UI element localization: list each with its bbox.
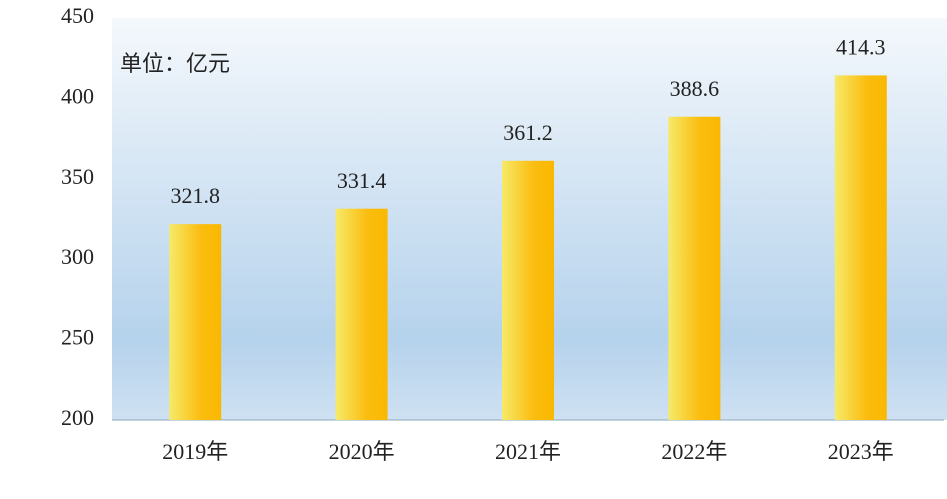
data-label: 388.6 [670, 76, 720, 101]
bar [668, 116, 721, 420]
x-tick-label: 2020年 [329, 439, 395, 464]
data-label: 414.3 [836, 34, 886, 59]
y-tick-label: 200 [61, 405, 94, 430]
x-tick-label: 2022年 [661, 439, 727, 464]
bar [502, 160, 554, 420]
annotation: 单位：亿元 [120, 51, 230, 76]
data-label: 361.2 [503, 120, 553, 145]
x-tick-label: 2023年 [828, 439, 894, 464]
y-tick-label: 300 [61, 244, 94, 269]
y-tick-label: 350 [61, 164, 94, 189]
y-tick-label: 250 [61, 325, 94, 350]
y-tick-label: 450 [61, 3, 94, 28]
y-tick-label: 400 [61, 83, 94, 108]
x-tick-label: 2019年 [162, 439, 228, 464]
data-label: 321.8 [170, 183, 220, 208]
x-tick-label: 2021年 [495, 439, 561, 464]
bar [834, 75, 887, 420]
bar [169, 224, 222, 420]
bar [335, 208, 388, 420]
data-label: 331.4 [337, 168, 387, 193]
